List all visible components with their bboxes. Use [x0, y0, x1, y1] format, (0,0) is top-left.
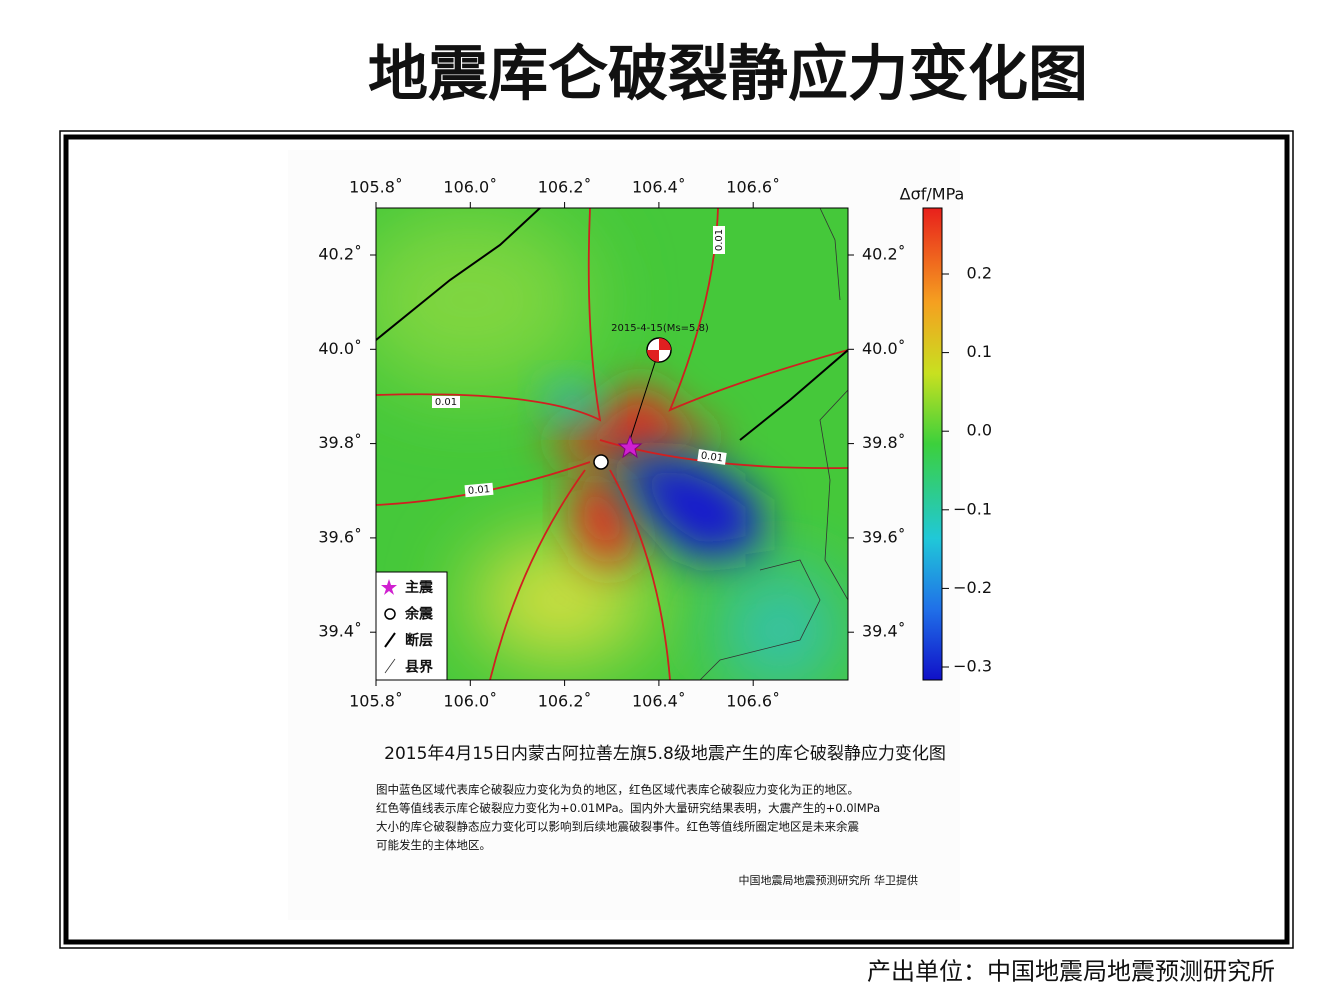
contour-label-bg — [697, 449, 727, 465]
x-tick-label: 106.2˚ — [538, 692, 592, 711]
legend-label: 县界 — [405, 660, 434, 676]
focal-mechanism-quadrant — [647, 338, 671, 362]
legend-label: 余震 — [404, 606, 434, 623]
y-tick-label: 39.8˚ — [862, 433, 906, 452]
aftershock — [593, 454, 609, 470]
colorbar-tick-label: −0.3 — [953, 657, 992, 676]
y-tick-label: 39.8˚ — [318, 433, 362, 452]
y-tick-label: 40.2˚ — [318, 245, 362, 264]
contour-label: 0.01 — [714, 229, 725, 251]
x-tick-label: 106.6˚ — [726, 178, 780, 197]
contour-label-bg — [432, 396, 460, 408]
positive-lobe — [540, 380, 730, 460]
y-tick-label: 40.0˚ — [318, 339, 362, 358]
y-tick-label: 39.4˚ — [862, 622, 906, 641]
credit: 中国地震局地震预测研究所 华卫提供 — [739, 873, 919, 887]
caption-title: 2015年4月15日内蒙古阿拉善左旗5.8级地震产生的库仑破裂静应力变化图 — [384, 744, 946, 764]
contour-label-bg — [464, 482, 494, 498]
negative-lobe — [615, 455, 760, 560]
legend-symbol — [384, 658, 396, 674]
map — [376, 208, 848, 680]
legend-symbol — [381, 579, 397, 595]
x-tick-label: 105.8˚ — [349, 692, 403, 711]
caption-line: 大小的库仑破裂静态应力变化可以影响到后续地震破裂事件。红色等值线所圈定地区是未来… — [376, 820, 859, 834]
colorbar-label: Δσf/MPa — [900, 185, 965, 204]
beachball-link — [627, 349, 660, 447]
faults — [376, 208, 848, 441]
mainshock — [617, 434, 643, 459]
positive-lobe — [575, 470, 640, 570]
legend-symbol — [384, 632, 396, 648]
stress-field — [720, 570, 840, 680]
outer-frame — [59, 130, 1294, 949]
legend-label: 断层 — [405, 632, 433, 649]
contour-label: 0.01 — [467, 484, 490, 497]
y-tick-label: 39.6˚ — [862, 527, 906, 546]
stress-field — [376, 210, 590, 390]
x-tick-label: 106.0˚ — [443, 178, 497, 197]
caption-line: 红色等值线表示库仑破裂应力变化为+0.01MPa。国内外大量研究结果表明，大震产… — [376, 801, 880, 815]
inner-frame — [63, 134, 1290, 945]
colorbar-tick-label: 0.2 — [967, 264, 992, 283]
x-tick-label: 105.8˚ — [349, 178, 403, 197]
y-tick-label: 40.0˚ — [862, 339, 906, 358]
county-borders — [699, 208, 848, 680]
contour-label-bg — [713, 226, 725, 254]
x-tick-label: 106.2˚ — [538, 178, 592, 197]
x-tick-label: 106.4˚ — [632, 692, 686, 711]
x-tick-label: 106.4˚ — [632, 178, 686, 197]
stress-field — [470, 540, 650, 660]
y-tick-label: 39.4˚ — [318, 622, 362, 641]
slide-title: 地震库仑破裂静应力变化图 — [368, 40, 1088, 110]
x-tick-label: 106.0˚ — [443, 692, 497, 711]
colorbar-tick-label: 0.1 — [967, 342, 992, 361]
negative-lobe — [545, 380, 600, 420]
contour-label: 0.01 — [700, 450, 724, 464]
colorbar-tick-label: 0.0 — [967, 421, 992, 440]
caption-line: 图中蓝色区域代表库仑破裂应力变化为负的地区，红色区域代表库仑破裂应力变化为正的地… — [376, 783, 859, 797]
colorbar-tick-label: −0.1 — [953, 499, 992, 518]
colorbar — [922, 207, 943, 681]
colorbar-tick-label: −0.2 — [953, 578, 992, 597]
legend-symbol — [384, 608, 396, 620]
y-tick-label: 39.6˚ — [318, 527, 362, 546]
event-label: 2015-4-15(Ms=5.8) — [611, 323, 709, 334]
footer: 产出单位：中国地震局地震预测研究所 — [867, 958, 1275, 986]
x-tick-label: 106.6˚ — [726, 692, 780, 711]
caption-line: 可能发生的主体地区。 — [376, 838, 491, 852]
contour-label: 0.01 — [435, 397, 457, 408]
legend-label: 主震 — [405, 579, 434, 596]
y-tick-label: 40.2˚ — [862, 245, 906, 264]
